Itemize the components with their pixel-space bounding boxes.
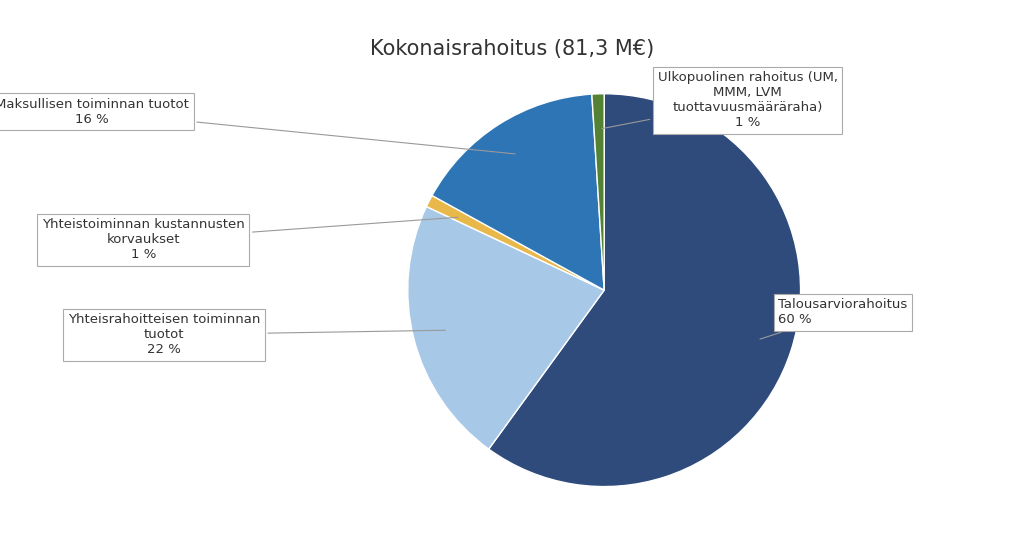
Wedge shape <box>592 94 604 290</box>
Text: Talousarviorahoitus
60 %: Talousarviorahoitus 60 % <box>760 299 907 339</box>
Text: Ulkopuolinen rahoitus (UM,
MMM, LVM
tuottavuusmääräraha)
1 %: Ulkopuolinen rahoitus (UM, MMM, LVM tuot… <box>602 71 838 129</box>
Text: Maksullisen toiminnan tuotot
16 %: Maksullisen toiminnan tuotot 16 % <box>0 98 515 154</box>
Wedge shape <box>432 94 604 290</box>
Text: Yhteistoiminnan kustannusten
korvaukset
1 %: Yhteistoiminnan kustannusten korvaukset … <box>42 217 458 262</box>
Text: Yhteisrahoitteisen toiminnan
tuotot
22 %: Yhteisrahoitteisen toiminnan tuotot 22 % <box>68 313 445 357</box>
Wedge shape <box>408 206 604 449</box>
Wedge shape <box>426 195 604 290</box>
Wedge shape <box>488 94 801 487</box>
Text: Kokonaisrahoitus (81,3 M€): Kokonaisrahoitus (81,3 M€) <box>370 39 654 59</box>
